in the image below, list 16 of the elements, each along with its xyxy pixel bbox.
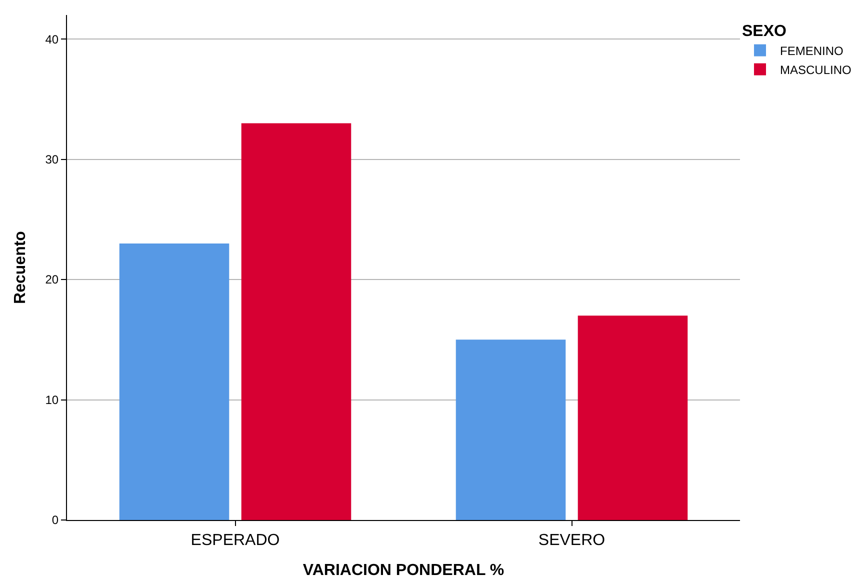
- x-tick-label: SEVERO: [538, 532, 606, 550]
- y-tick-label: 40: [45, 32, 59, 46]
- legend-label: MASCULINO: [780, 62, 852, 77]
- y-tick-label: 20: [45, 272, 59, 287]
- y-tick-label: 0: [52, 513, 59, 528]
- legend-label: FEMENINO: [780, 44, 844, 58]
- y-tick-label: 10: [45, 392, 59, 407]
- bar: [119, 243, 230, 520]
- y-tick-label: 30: [45, 152, 59, 166]
- x-axis-title: VARIACION PONDERAL %: [302, 562, 504, 579]
- bar: [456, 340, 566, 520]
- bar: [241, 123, 352, 520]
- legend-title: SEXO: [742, 22, 786, 40]
- x-tick-label: ESPERADO: [190, 532, 280, 550]
- bar: [578, 316, 688, 520]
- y-axis-title: Recuento: [12, 230, 30, 304]
